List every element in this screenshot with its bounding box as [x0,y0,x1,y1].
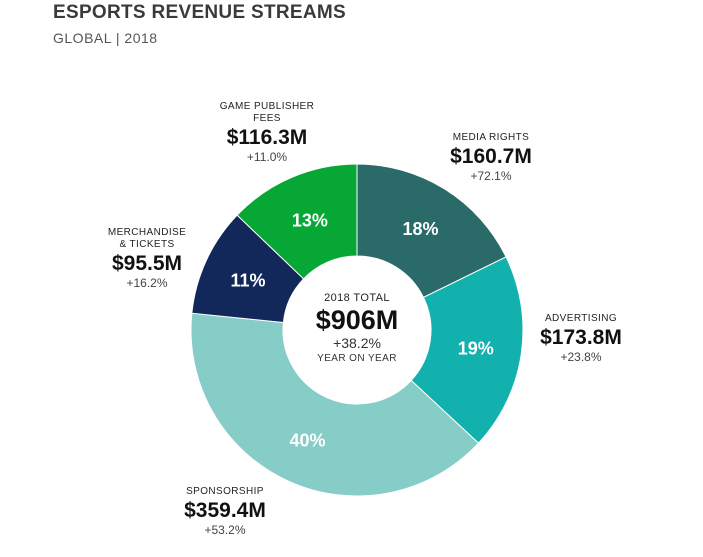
label-name: ADVERTISING [544,313,618,324]
slice-percent-label: 11% [231,271,266,291]
label-name: MERCHANDISE & TICKETS [107,227,187,250]
label-change: +16.2% [126,276,168,290]
center-summary: 2018 TOTAL $906M +38.2% YEAR ON YEAR [316,292,399,364]
slice-game-publisher-fees [236,163,358,280]
label-name: SPONSORSHIP [186,486,264,497]
label-media-rights: MEDIA RIGHTS $160.7M +72.1% [450,132,532,184]
center-total-change: +38.2% [333,335,381,351]
label-value: $116.3M [226,126,308,149]
slice-percent-label: 19% [458,339,494,359]
slice-percent-label: 18% [402,219,438,239]
center-period: YEAR ON YEAR [317,353,397,364]
slice-percent-label: 40% [289,430,325,450]
label-game-publisher-fees: GAME PUBLISHER FEES $116.3M +11.0% [220,101,315,165]
label-change: +53.2% [204,523,246,537]
label-change: +72.1% [470,169,512,183]
slice-media-rights [356,163,507,299]
center-total-value: $906M [315,305,399,335]
label-value: $359.4M [184,499,266,522]
label-value: $95.5M [111,252,183,275]
label-change: +23.8% [560,350,602,364]
center-total-label: 2018 TOTAL [324,292,390,304]
label-name: GAME PUBLISHER FEES [219,101,315,124]
label-merchandise-tickets: MERCHANDISE & TICKETS $95.5M +16.2% [108,227,186,291]
chart-title: ESPORTS REVENUE STREAMS [53,2,347,23]
slice-sponsorship [190,312,480,497]
label-value: $173.8M [540,326,622,349]
label-change: +11.0% [246,150,288,164]
label-advertising: ADVERTISING $173.8M +23.8% [540,313,622,365]
label-name: MEDIA RIGHTS [452,132,530,143]
label-value: $160.7M [450,145,532,168]
slice-percent-label: 13% [292,211,328,231]
slice-advertising [410,256,524,444]
chart-subtitle: GLOBAL | 2018 [53,30,158,46]
label-sponsorship: SPONSORSHIP $359.4M +53.2% [184,486,266,538]
